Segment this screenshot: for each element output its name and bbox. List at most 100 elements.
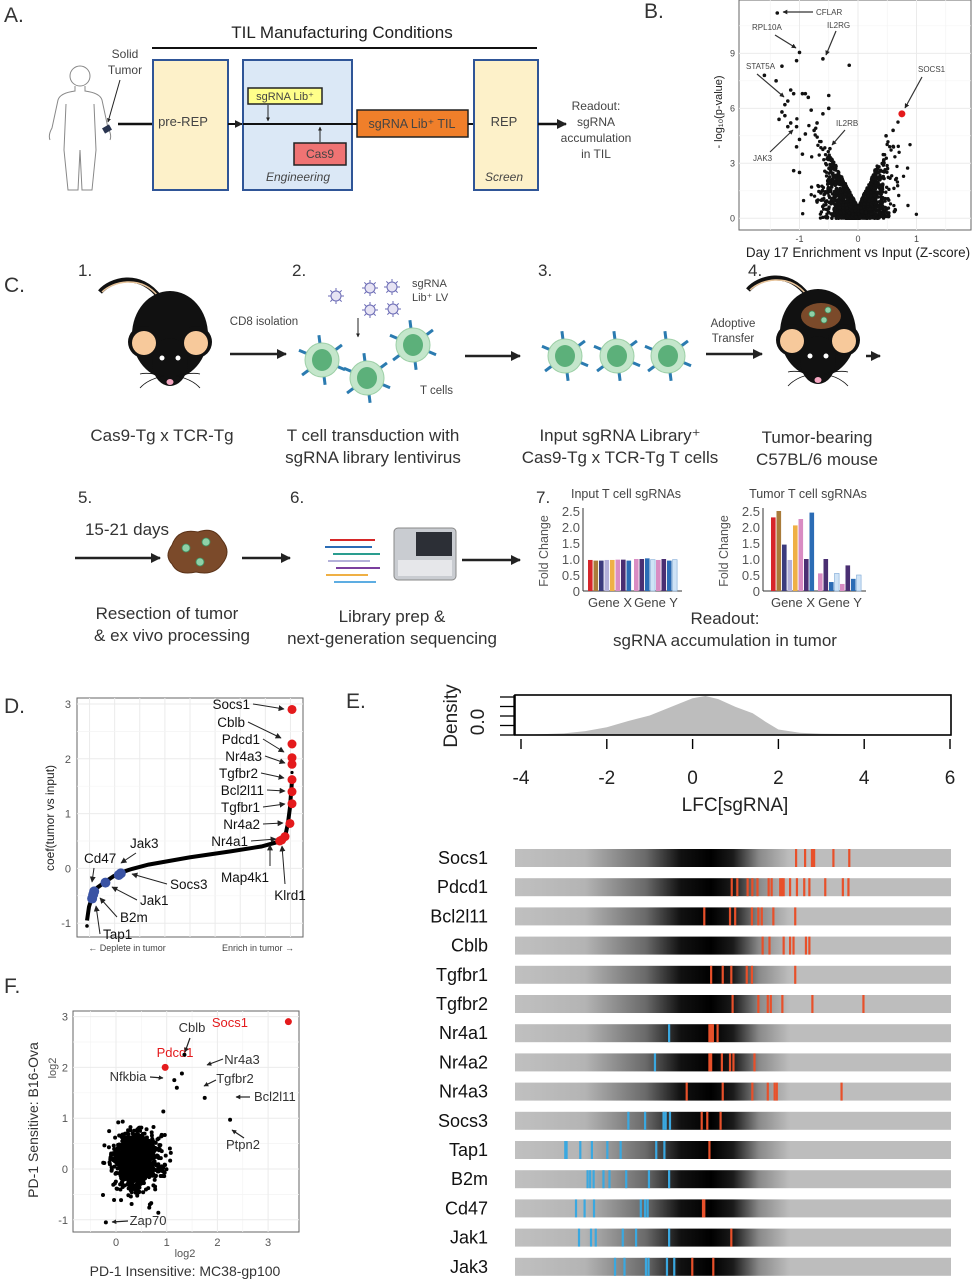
bar — [656, 559, 661, 591]
data-point — [892, 186, 896, 191]
bar — [621, 559, 626, 591]
lentivirus-icon — [384, 279, 400, 295]
data-point — [780, 64, 784, 68]
data-point — [112, 1164, 117, 1169]
bar — [650, 559, 656, 592]
step-number: 1. — [78, 261, 92, 280]
cas9-label: Cas9 — [306, 147, 334, 161]
enriched-sgrna-tick — [770, 878, 773, 897]
depleted-sgrna-tick — [621, 1228, 624, 1247]
cas9-box — [293, 142, 347, 166]
data-point — [860, 209, 864, 214]
enriched-sgrna-tick — [750, 965, 754, 984]
depleted-sgrna-tick — [590, 1141, 593, 1159]
data-point — [153, 1167, 158, 1172]
data-point — [126, 1144, 131, 1149]
data-point — [820, 204, 825, 209]
data-point — [878, 173, 882, 177]
data-point — [150, 1136, 155, 1141]
depleted-sgrna-tick — [634, 1228, 638, 1247]
data-point — [833, 183, 837, 188]
y-tick-label: 1 — [65, 809, 71, 821]
data-point — [888, 202, 893, 206]
depleted-sgrna-tick — [655, 1141, 658, 1159]
lfc-background-bar — [515, 1257, 951, 1276]
data-point — [130, 1170, 135, 1175]
gene-label: Jak3 — [130, 836, 159, 851]
gene-row-tgfbr1: Tgfbr1 — [436, 965, 951, 985]
gene-label: Socs1 — [212, 1015, 248, 1030]
data-point — [140, 1169, 145, 1174]
depleted-sgrna-tick — [613, 1257, 617, 1276]
data-point — [119, 1181, 124, 1186]
data-point — [824, 163, 829, 167]
data-point — [133, 1138, 138, 1143]
t-cell-icon — [298, 335, 346, 385]
data-point — [815, 135, 819, 139]
data-point — [168, 1150, 173, 1155]
y-tick-label: 1.0 — [562, 552, 580, 567]
data-point — [901, 174, 906, 178]
enriched-sgrna-tick — [706, 1111, 709, 1130]
data-point — [880, 214, 884, 219]
screen-label: Screen — [485, 170, 523, 184]
gene-label: B2m — [451, 1169, 488, 1189]
gene-label: Jak3 — [450, 1257, 488, 1277]
bar — [798, 519, 804, 591]
data-point — [817, 189, 821, 194]
x-direction-label: ← Deplete in tumor — [88, 943, 166, 953]
adoptive-transfer-label: Transfer — [712, 333, 755, 345]
annotation-arrow — [831, 129, 846, 146]
data-point — [889, 174, 894, 178]
data-point — [832, 160, 836, 165]
data-point — [794, 58, 799, 63]
gene-label: Socs3 — [438, 1111, 488, 1131]
data-point — [895, 183, 900, 188]
gene-label: Nr4a3 — [439, 1082, 488, 1102]
enriched-sgrna-tick — [782, 878, 785, 897]
data-point — [905, 166, 910, 170]
y-tick-label: 0 — [730, 213, 735, 223]
enriched-gene-point — [287, 799, 297, 809]
data-point — [119, 1134, 124, 1139]
data-point — [801, 198, 806, 203]
enriched-sgrna-tick — [685, 1082, 688, 1101]
data-point — [163, 1153, 168, 1158]
gene-label: Ptpn2 — [226, 1137, 260, 1152]
bar — [787, 559, 793, 591]
data-point — [161, 1109, 166, 1114]
lfc-background-bar — [515, 907, 951, 926]
enriched-sgrna-tick — [795, 878, 799, 897]
data-point — [845, 206, 849, 211]
data-point — [841, 209, 845, 213]
enriched-sgrna-tick — [832, 849, 835, 867]
bar — [834, 573, 840, 592]
data-point — [864, 210, 868, 215]
data-point — [873, 175, 878, 179]
enriched-sgrna-tick — [803, 849, 807, 867]
data-point — [800, 212, 805, 216]
data-point — [870, 176, 874, 180]
data-point — [888, 176, 892, 180]
enriched-sgrna-tick — [792, 936, 795, 955]
data-point — [126, 1132, 131, 1137]
data-point — [820, 197, 825, 201]
data-point — [879, 195, 883, 200]
x-category-label: Gene Y — [818, 595, 862, 610]
labeled-point — [786, 99, 790, 103]
data-point — [128, 1125, 133, 1130]
data-point — [126, 1128, 131, 1133]
panel-d: D. -1 0 1 2 3 Socs1 Cblb Pdcd1 Nr4a3 Tgfbr2 Bcl2l1… — [4, 695, 306, 953]
data-point — [880, 200, 885, 205]
y-tick-label: 9 — [730, 48, 735, 58]
pre-rep-label: pre-REP — [158, 114, 208, 129]
cd8-isolation-label: CD8 isolation — [230, 316, 298, 328]
data-point — [892, 209, 896, 214]
data-point — [100, 1192, 105, 1197]
annotation-arrow — [825, 30, 837, 56]
bar — [639, 559, 645, 591]
enriched-sgrna-tick — [710, 965, 713, 984]
gene-label: Bcl2l11 — [254, 1089, 296, 1104]
gene-label: Zap70 — [130, 1213, 167, 1228]
data-point — [826, 149, 830, 154]
